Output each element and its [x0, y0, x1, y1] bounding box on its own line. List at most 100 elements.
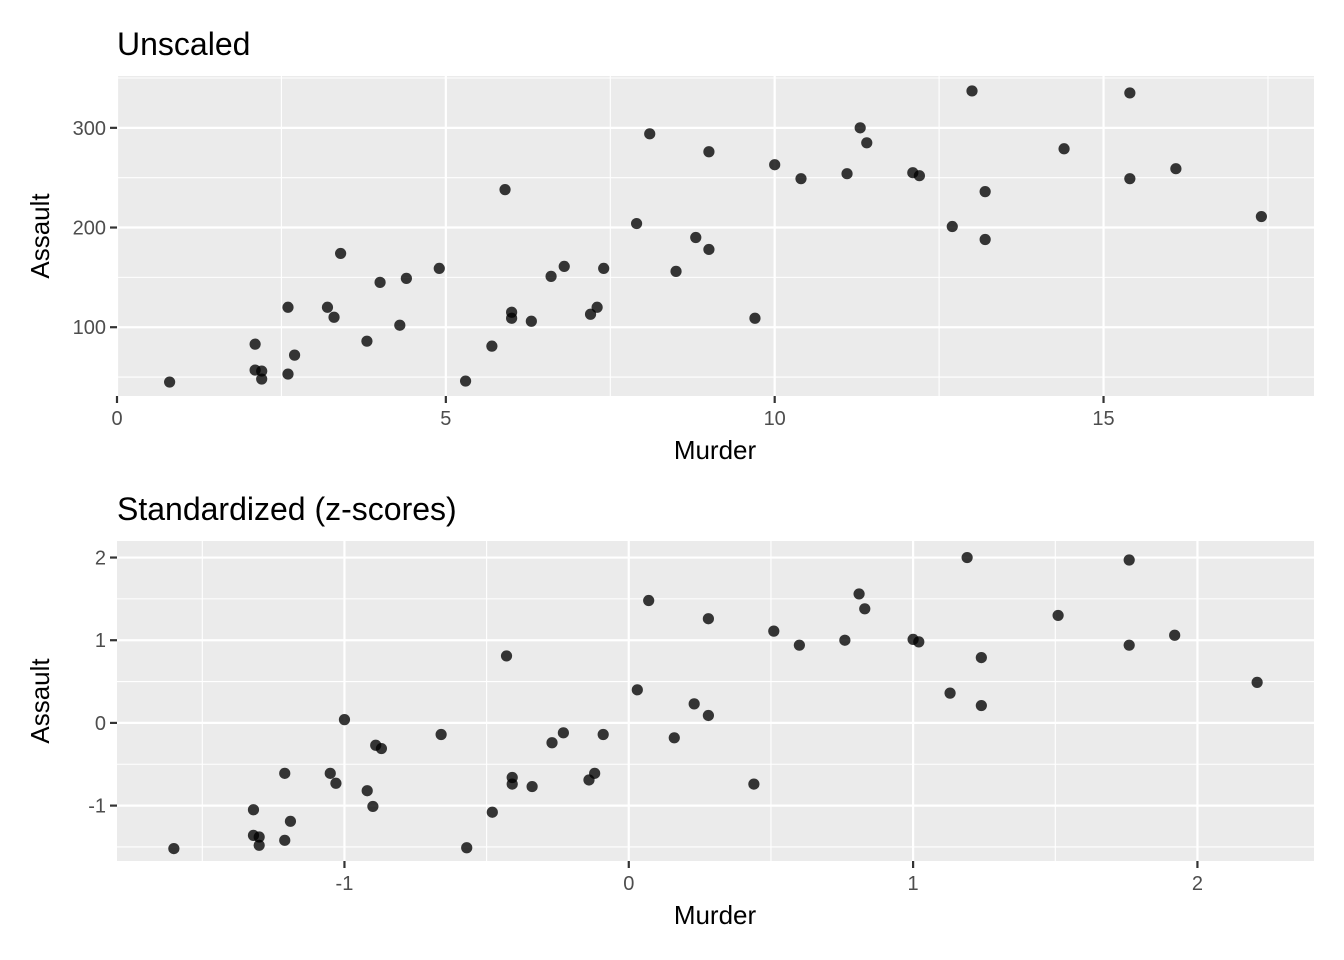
data-point: [279, 834, 291, 846]
data-point: [506, 312, 518, 324]
grid: [115, 76, 1314, 396]
y-axis-title: Assault: [25, 193, 55, 279]
data-point: [975, 699, 987, 712]
y-tick-label: 100: [73, 317, 106, 339]
data-point: [853, 588, 865, 600]
data-point: [1255, 210, 1267, 223]
data-point: [1251, 676, 1263, 688]
data-point: [668, 732, 680, 744]
data-point: [526, 780, 538, 793]
data-point: [670, 265, 682, 277]
data-point: [748, 778, 760, 790]
data-point: [944, 687, 956, 699]
data-point: [591, 301, 603, 313]
data-point: [1124, 173, 1136, 185]
data-point: [979, 186, 991, 198]
data-point: [643, 594, 655, 607]
y-tick-label: 2: [95, 548, 106, 570]
axis-ticks: 0 5 10 15 100 200 300: [73, 118, 1115, 430]
data-point: [279, 767, 291, 779]
data-points: [168, 551, 1263, 855]
data-point: [839, 634, 851, 646]
data-point: [946, 220, 958, 233]
x-tick-label: 10: [764, 408, 786, 430]
data-point: [861, 137, 873, 149]
data-point: [256, 373, 268, 385]
data-point: [1123, 554, 1135, 566]
y-tick-label: 0: [95, 713, 106, 735]
x-tick-label: 1: [908, 873, 919, 895]
data-point: [703, 146, 715, 158]
data-point: [284, 815, 297, 827]
data-point: [253, 839, 265, 851]
data-point: [597, 728, 609, 741]
data-point: [486, 340, 498, 352]
x-axis-title: Murder: [674, 900, 757, 930]
data-point: [859, 603, 871, 615]
data-point: [841, 168, 853, 180]
data-point: [321, 301, 334, 313]
y-axis-title: Assault: [25, 658, 55, 744]
data-point: [702, 709, 714, 722]
data-point: [557, 727, 569, 739]
data-point: [1123, 639, 1135, 651]
data-point: [247, 829, 260, 841]
data-point: [768, 625, 780, 637]
data-point: [1052, 609, 1064, 622]
chart-standardized: Standardized (z-scores) -1 0 1 2 -1 0 1 2 Murde…: [25, 491, 1314, 930]
data-point: [913, 636, 925, 648]
data-point: [168, 842, 180, 855]
data-point: [486, 806, 498, 818]
x-tick-label: 2: [1192, 873, 1203, 895]
y-tick-label: 1: [95, 630, 106, 652]
data-point: [249, 338, 261, 350]
data-point: [461, 842, 473, 854]
x-tick-label: 0: [111, 408, 122, 430]
data-point: [584, 308, 597, 320]
data-point: [1058, 143, 1070, 155]
data-point: [247, 804, 260, 816]
chart-title: Standardized (z-scores): [117, 491, 457, 527]
x-tick-label: 0: [623, 873, 634, 895]
data-point: [500, 650, 513, 662]
data-point: [367, 800, 379, 813]
data-point: [688, 698, 700, 710]
data-point: [375, 742, 388, 755]
data-point: [913, 170, 925, 182]
data-point: [1169, 629, 1181, 641]
data-point: [433, 262, 445, 274]
data-point: [769, 159, 781, 171]
data-point: [558, 260, 570, 273]
data-point: [966, 85, 978, 97]
data-point: [459, 375, 472, 387]
x-tick-label: -1: [336, 873, 354, 895]
data-point: [361, 785, 373, 797]
data-point: [644, 128, 656, 140]
data-point: [249, 364, 261, 376]
data-point: [164, 376, 176, 388]
data-point: [282, 368, 294, 380]
data-point: [288, 349, 301, 361]
data-points: [164, 85, 1267, 388]
data-point: [630, 217, 643, 230]
data-point: [338, 714, 351, 726]
data-point: [361, 335, 373, 347]
data-point: [282, 301, 294, 313]
plot-panel: [117, 541, 1314, 861]
data-point: [1170, 163, 1182, 175]
chart-title: Unscaled: [117, 26, 250, 62]
data-point: [795, 173, 807, 185]
data-point: [703, 243, 715, 256]
data-point: [975, 651, 987, 664]
data-point: [525, 315, 537, 327]
y-tick-label: 300: [73, 118, 106, 140]
plot-panel: [117, 76, 1314, 396]
axis-ticks: -1 0 1 2 -1 0 1 2: [88, 548, 1203, 895]
chart-unscaled: Unscaled 0 5 10 15 100 200 300 Murder Assault: [25, 26, 1314, 465]
data-point: [961, 551, 973, 564]
data-point: [979, 233, 991, 246]
data-point: [435, 728, 447, 741]
data-point: [690, 231, 702, 244]
data-point: [374, 276, 386, 288]
